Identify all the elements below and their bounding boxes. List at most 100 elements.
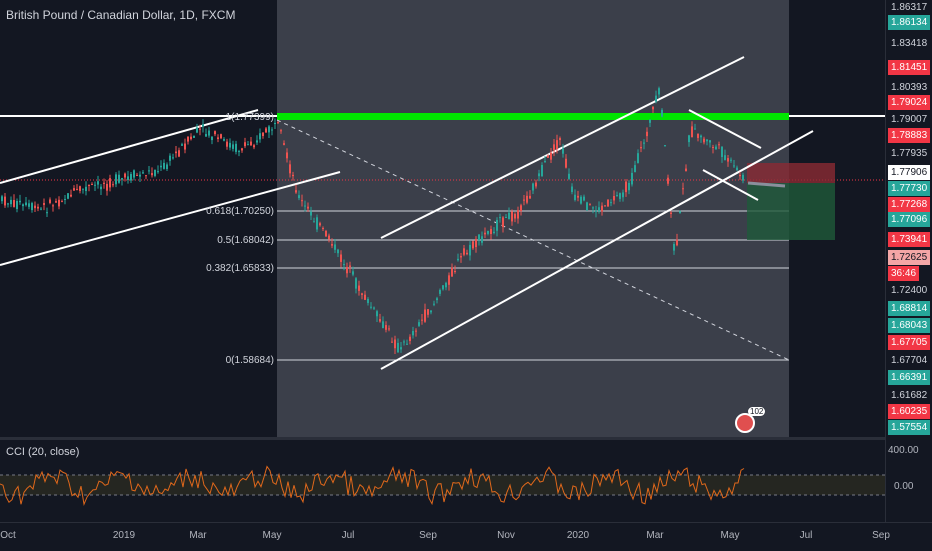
candles bbox=[1, 86, 744, 355]
candle-body bbox=[694, 128, 696, 130]
candle-body bbox=[631, 172, 633, 185]
candle-body bbox=[379, 319, 381, 322]
candle-body bbox=[337, 249, 339, 254]
candle-body bbox=[109, 178, 111, 188]
candle-body bbox=[193, 135, 195, 138]
candle-body bbox=[421, 319, 423, 321]
chart-title[interactable]: British Pound / Canadian Dollar, 1D, FXC… bbox=[6, 8, 236, 22]
candle-body bbox=[700, 135, 702, 138]
candle-body bbox=[559, 138, 561, 141]
candle-body bbox=[604, 205, 606, 207]
candle-body bbox=[592, 207, 594, 209]
candle-body bbox=[709, 140, 711, 143]
news-count-badge[interactable]: 102 bbox=[748, 407, 766, 416]
candle-body bbox=[589, 203, 591, 205]
candle-body bbox=[439, 289, 441, 294]
candle-body bbox=[724, 155, 726, 161]
candle-body bbox=[400, 347, 402, 350]
diagonal-trend-dashed[interactable] bbox=[276, 119, 790, 361]
candle-body bbox=[364, 294, 366, 300]
candle-body bbox=[457, 258, 459, 261]
candle-body bbox=[418, 322, 420, 326]
candle-body bbox=[28, 203, 30, 207]
candle-body bbox=[208, 130, 210, 136]
candle-body bbox=[271, 129, 273, 131]
candle-body bbox=[391, 341, 393, 343]
candle-body bbox=[121, 178, 123, 180]
candle-body bbox=[661, 109, 663, 117]
candle-body bbox=[286, 152, 288, 159]
candle-body bbox=[106, 183, 108, 191]
candle-body bbox=[406, 343, 408, 345]
candle-body bbox=[16, 201, 18, 210]
candle-body bbox=[649, 119, 651, 123]
price-axis[interactable]: 1.86317 1.86134 1.83418 1.81451 1.80393 1.790… bbox=[885, 0, 932, 522]
time-axis[interactable]: Oct 2019 Mar May Jul Sep Nov 2020 Mar May Jul Sep bbox=[0, 522, 932, 551]
candle-body bbox=[145, 175, 147, 177]
candle-body bbox=[655, 95, 657, 102]
stop-loss-zone[interactable] bbox=[747, 163, 835, 183]
time-axis-label: Sep bbox=[419, 530, 437, 541]
price-axis-label: 1.68043 bbox=[888, 318, 931, 333]
candle-body bbox=[466, 252, 468, 255]
pane-divider[interactable] bbox=[0, 437, 932, 440]
candle-body bbox=[181, 144, 183, 146]
candle-body bbox=[499, 217, 501, 219]
candle-body bbox=[412, 331, 414, 336]
candle-body bbox=[346, 266, 348, 274]
candle-body bbox=[397, 342, 399, 353]
price-axis-label: 1.86134 bbox=[888, 15, 931, 30]
candle-body bbox=[295, 190, 297, 193]
candle-body bbox=[262, 132, 264, 137]
cci-title[interactable]: CCI (20, close) bbox=[6, 446, 80, 458]
candle-body bbox=[409, 336, 411, 342]
price-axis-label: 1.78883 bbox=[888, 128, 931, 143]
cci-canvas[interactable] bbox=[0, 440, 885, 522]
candle-body bbox=[667, 177, 669, 184]
candle-body bbox=[502, 217, 504, 228]
candle-body bbox=[526, 195, 528, 203]
candle-body bbox=[307, 206, 309, 209]
fib-labels: 1(1.77399) 0.618(1.70250) 0.5(1.68042) 0.38… bbox=[206, 112, 274, 366]
candle-body bbox=[619, 193, 621, 199]
candle-body bbox=[322, 227, 324, 229]
candle-body bbox=[625, 181, 627, 193]
candle-body bbox=[481, 236, 483, 243]
canada-flag-icon[interactable] bbox=[735, 413, 755, 433]
candle-body bbox=[226, 141, 228, 147]
candle-body bbox=[64, 198, 66, 200]
channel-1-lower[interactable] bbox=[0, 171, 341, 266]
price-axis-label: 1.57554 bbox=[888, 420, 931, 435]
candle-body bbox=[583, 196, 585, 201]
cci-axis-0: 0.00 bbox=[894, 481, 914, 492]
candle-body bbox=[361, 293, 363, 295]
price-axis-label: 1.67704 bbox=[888, 353, 931, 368]
cci-pane[interactable]: CCI (20, close) bbox=[0, 440, 885, 522]
price-chart[interactable]: 1(1.77399) 0.618(1.70250) 0.5(1.68042) 0.38… bbox=[0, 0, 885, 437]
channel-2-lower[interactable] bbox=[380, 130, 814, 370]
candle-body bbox=[268, 126, 270, 133]
wedge-upper[interactable] bbox=[688, 109, 762, 149]
candle-body bbox=[4, 196, 6, 206]
candle-body bbox=[130, 174, 132, 181]
resistance-zone[interactable] bbox=[277, 113, 789, 120]
price-axis-label: 1.60235 bbox=[888, 404, 931, 419]
candle-body bbox=[508, 212, 510, 220]
candle-body bbox=[43, 203, 45, 205]
candle-body bbox=[445, 282, 447, 288]
candle-body bbox=[463, 248, 465, 255]
candle-body bbox=[85, 186, 87, 192]
candle-body bbox=[331, 244, 333, 246]
candle-body bbox=[370, 306, 372, 308]
candle-body bbox=[478, 234, 480, 240]
channel-1-upper[interactable] bbox=[0, 109, 259, 184]
time-axis-label: Mar bbox=[189, 530, 207, 541]
candle-body bbox=[112, 184, 114, 186]
candle-body bbox=[442, 285, 444, 290]
candle-body bbox=[670, 212, 672, 215]
take-profit-zone[interactable] bbox=[747, 183, 835, 240]
price-chart-canvas[interactable]: 1(1.77399) 0.618(1.70250) 0.5(1.68042) 0.38… bbox=[0, 0, 885, 437]
candle-body bbox=[31, 203, 33, 211]
wedge-lower[interactable] bbox=[702, 169, 759, 201]
price-axis-label: 1.77268 bbox=[888, 197, 931, 212]
